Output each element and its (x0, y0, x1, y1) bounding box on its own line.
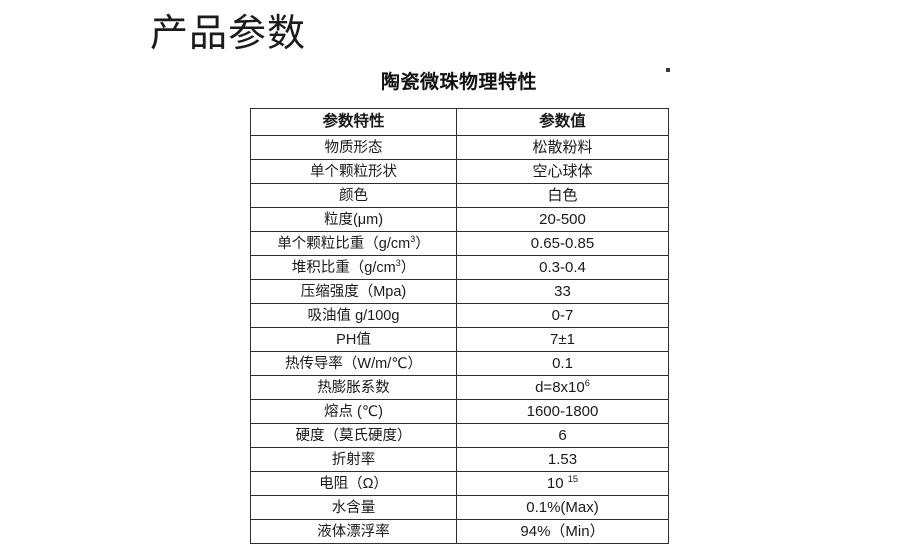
column-header-name: 参数特性 (250, 108, 457, 136)
table-row: PH值 7±1 (250, 327, 669, 352)
parameter-value-cell: 0.1%(Max) (456, 495, 669, 520)
parameter-value-cell: 94%（Min） (456, 519, 669, 544)
parameter-name-cell: 粒度(μm) (250, 207, 457, 232)
table-header: 参数特性 参数值 (250, 108, 669, 136)
table-row: 颜色 白色 (250, 183, 669, 208)
parameter-value-cell: 0-7 (456, 303, 669, 328)
table-row: 热膨胀系数 d=8x106 (250, 375, 669, 400)
parameter-value-cell: 白色 (456, 183, 669, 208)
table-row: 水含量 0.1%(Max) (250, 495, 669, 520)
parameter-value-cell: 20-500 (456, 207, 669, 232)
parameter-name-cell: 单个颗粒比重（g/cm3） (250, 231, 457, 256)
parameter-value-cell: 10 15 (456, 471, 669, 496)
table-row: 熔点 (℃) 1600-1800 (250, 399, 669, 424)
parameter-name-cell: 吸油值 g/100g (250, 303, 457, 328)
table-row: 单个颗粒比重（g/cm3） 0.65-0.85 (250, 231, 669, 256)
parameter-name-cell: 物质形态 (250, 135, 457, 160)
parameter-value-cell: 0.1 (456, 351, 669, 376)
parameter-value-cell: 0.65-0.85 (456, 231, 669, 256)
parameter-value-cell: 1600-1800 (456, 399, 669, 424)
parameter-table: 参数特性 参数值 物质形态 松散粉料 单个颗粒形状 空心球体 颜色 白色 粒度(μm) 20-… (250, 108, 669, 544)
table-row: 热传导率（W/m/℃） 0.1 (250, 351, 669, 376)
parameter-name-cell: 熔点 (℃) (250, 399, 457, 424)
table-row: 粒度(μm) 20-500 (250, 207, 669, 232)
page-title: 产品参数 (150, 13, 307, 55)
table-header-row: 参数特性 参数值 (250, 108, 669, 136)
table-row: 液体漂浮率 94%（Min） (250, 519, 669, 544)
parameter-value-cell: 松散粉料 (456, 135, 669, 160)
parameter-value-cell: 6 (456, 423, 669, 448)
table-body: 物质形态 松散粉料 单个颗粒形状 空心球体 颜色 白色 粒度(μm) 20-500 单个颗粒比重… (250, 135, 669, 544)
parameter-value-cell: 0.3-0.4 (456, 255, 669, 280)
table-row: 硬度（莫氏硬度） 6 (250, 423, 669, 448)
parameter-name-cell: 压缩强度（Mpa) (250, 279, 457, 304)
speck-dot-artifact (666, 68, 670, 72)
table-row: 吸油值 g/100g 0-7 (250, 303, 669, 328)
column-header-value: 参数值 (456, 108, 669, 136)
parameter-name-cell: 硬度（莫氏硬度） (250, 423, 457, 448)
table-caption: 陶瓷微珠物理特性 (380, 72, 537, 93)
table-row: 压缩强度（Mpa) 33 (250, 279, 669, 304)
parameter-name-cell: PH值 (250, 327, 457, 352)
parameter-table-block: 陶瓷微珠物理特性 参数特性 参数值 物质形态 松散粉料 单个颗粒形状 空心球体 颜色 白色… (250, 70, 669, 544)
parameter-value-cell: 空心球体 (456, 159, 669, 184)
parameter-value-cell: 7±1 (456, 327, 669, 352)
parameter-value-cell: 33 (456, 279, 669, 304)
parameter-name-cell: 热传导率（W/m/℃） (250, 351, 457, 376)
parameter-name-cell: 热膨胀系数 (250, 375, 457, 400)
parameter-name-cell: 电阻（Ω） (250, 471, 457, 496)
parameter-name-cell: 折射率 (250, 447, 457, 472)
parameter-value-cell: d=8x106 (456, 375, 669, 400)
table-row: 单个颗粒形状 空心球体 (250, 159, 669, 184)
parameter-name-cell: 单个颗粒形状 (250, 159, 457, 184)
parameter-name-cell: 水含量 (250, 495, 457, 520)
table-row: 堆积比重（g/cm3） 0.3-0.4 (250, 255, 669, 280)
parameter-name-cell: 颜色 (250, 183, 457, 208)
parameter-name-cell: 堆积比重（g/cm3） (250, 255, 457, 280)
table-row: 物质形态 松散粉料 (250, 135, 669, 160)
table-row: 折射率 1.53 (250, 447, 669, 472)
parameter-name-cell: 液体漂浮率 (250, 519, 457, 544)
parameter-value-cell: 1.53 (456, 447, 669, 472)
table-row: 电阻（Ω） 10 15 (250, 471, 669, 496)
